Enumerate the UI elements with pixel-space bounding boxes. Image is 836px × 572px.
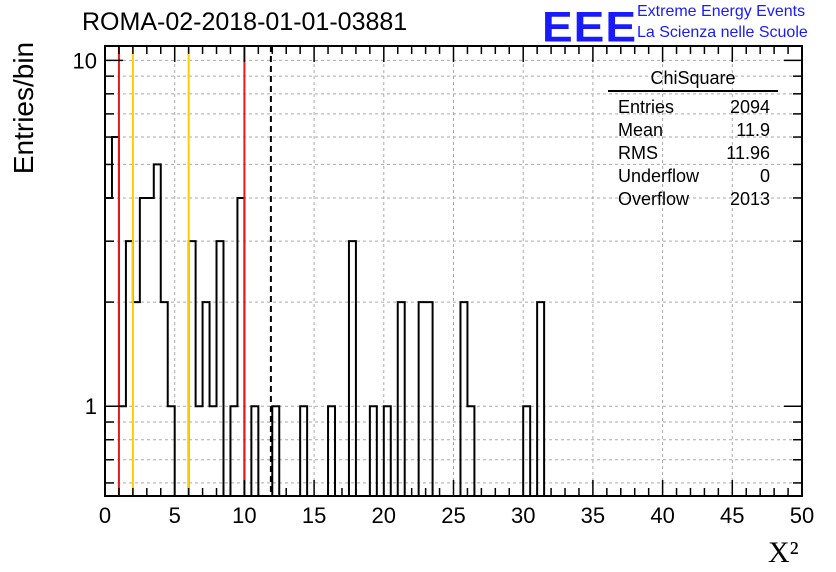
histogram-bar xyxy=(168,406,175,496)
x-tick-label: 25 xyxy=(441,503,465,528)
histogram-bar xyxy=(133,302,140,496)
histogram-bar xyxy=(300,406,307,496)
stats-value: 2094 xyxy=(729,97,770,117)
stats-row-mean: Mean 11.9 xyxy=(608,119,778,142)
histogram-bar xyxy=(251,406,258,496)
stats-box: ChiSquare Entries 2094 Mean 11.9 RMS 11.96 … xyxy=(608,68,778,211)
y-axis-label: Entries/bin xyxy=(8,41,39,175)
histogram-bar xyxy=(203,302,210,496)
histogram-bar xyxy=(426,302,433,496)
stats-title: ChiSquare xyxy=(608,68,778,92)
stats-row-overflow: Overflow 2013 xyxy=(608,188,778,211)
histogram-bar xyxy=(398,302,405,496)
x-tick-label: 45 xyxy=(720,503,744,528)
eee-logo: EEE xyxy=(542,2,638,51)
histogram-bar xyxy=(154,164,161,496)
histogram-bar xyxy=(119,406,126,496)
x-tick-label: 5 xyxy=(169,503,181,528)
histogram-bar xyxy=(523,406,530,496)
stats-row-underflow: Underflow 0 xyxy=(608,165,778,188)
logo-tagline-2: La Scienza nelle Scuole xyxy=(637,24,808,41)
histogram-bar xyxy=(349,241,356,496)
stats-label: Overflow xyxy=(618,189,690,209)
stats-value: 11.9 xyxy=(736,120,770,140)
stats-label: Underflow xyxy=(618,166,700,186)
histogram-bar xyxy=(105,198,112,496)
x-tick-label: 30 xyxy=(511,503,535,528)
histogram-bar xyxy=(140,198,147,496)
histogram-bar xyxy=(237,198,244,496)
x-tick-label: 20 xyxy=(372,503,396,528)
histogram-bar xyxy=(210,406,217,496)
chart-title: ROMA-02-2018-01-01-03881 xyxy=(82,8,408,36)
x-tick-label: 50 xyxy=(790,503,814,528)
stats-value: 0 xyxy=(759,166,770,186)
x-tick-label: 40 xyxy=(650,503,674,528)
histogram-bar xyxy=(189,241,196,496)
histogram-bar xyxy=(467,406,474,496)
histogram-bar xyxy=(384,406,391,496)
histogram-bar xyxy=(147,198,154,496)
stats-value: 11.96 xyxy=(726,143,770,163)
stats-row-rms: RMS 11.96 xyxy=(608,142,778,165)
stats-label: RMS xyxy=(618,143,658,163)
histogram-bar xyxy=(217,241,224,496)
stats-label: Entries xyxy=(618,97,675,117)
histogram-bar xyxy=(328,406,335,496)
histogram-bar xyxy=(161,302,168,496)
histogram-bar xyxy=(196,406,203,496)
stats-label: Mean xyxy=(618,120,664,140)
stats-value: 2013 xyxy=(729,189,770,209)
stats-row-entries: Entries 2094 xyxy=(608,96,778,119)
y-tick-label: 10 xyxy=(73,48,97,73)
histogram-bar xyxy=(419,302,426,496)
logo-tagline-1: Extreme Energy Events xyxy=(637,3,806,20)
x-tick-label: 35 xyxy=(581,503,605,528)
histogram-bar xyxy=(537,302,544,496)
histogram-bar xyxy=(370,406,377,496)
x-tick-label: 0 xyxy=(99,503,111,528)
x-tick-label: 10 xyxy=(232,503,256,528)
y-tick-label: 1 xyxy=(85,394,97,419)
histogram-bar xyxy=(272,406,279,496)
x-axis-label: X² xyxy=(768,536,799,569)
histogram-bar xyxy=(460,302,467,496)
histogram-bar xyxy=(230,406,237,496)
histogram-bar xyxy=(126,241,133,496)
histogram-bar xyxy=(112,137,119,496)
x-tick-label: 15 xyxy=(302,503,326,528)
